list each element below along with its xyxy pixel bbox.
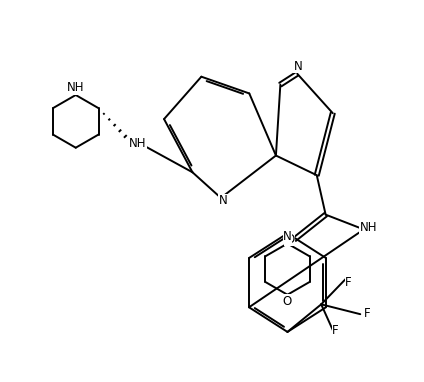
Text: NH: NH: [129, 138, 146, 151]
Text: NH: NH: [67, 81, 84, 94]
Text: O: O: [283, 295, 292, 308]
Text: N: N: [293, 60, 302, 73]
Text: N: N: [283, 230, 292, 243]
Text: F: F: [364, 307, 370, 320]
Text: F: F: [345, 276, 352, 289]
Text: N: N: [218, 194, 227, 207]
Text: F: F: [332, 324, 339, 337]
Text: O: O: [285, 233, 294, 246]
Text: NH: NH: [360, 221, 377, 234]
